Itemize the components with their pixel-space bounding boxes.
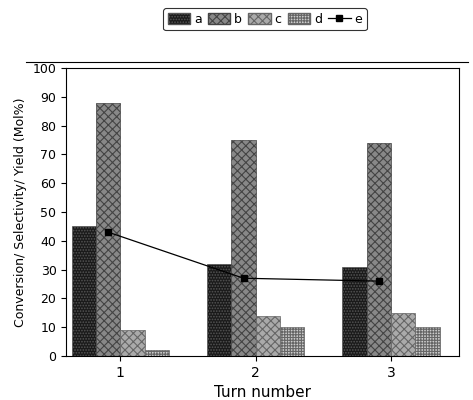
Bar [71, 226, 96, 356]
Legend: a, b, c, d, e: a, b, c, d, e [163, 8, 367, 30]
Bar [367, 143, 391, 356]
Bar [342, 267, 367, 356]
Bar [96, 102, 120, 356]
Bar [280, 327, 305, 356]
Y-axis label: Conversion/ Selectivity/ Yield (Mol%): Conversion/ Selectivity/ Yield (Mol%) [14, 97, 27, 327]
Bar [207, 264, 231, 356]
Bar [415, 327, 440, 356]
X-axis label: Turn number: Turn number [214, 385, 311, 400]
Bar [231, 140, 256, 356]
Bar [145, 350, 169, 356]
Bar [256, 316, 280, 356]
Bar [391, 313, 415, 356]
Bar [120, 330, 145, 356]
